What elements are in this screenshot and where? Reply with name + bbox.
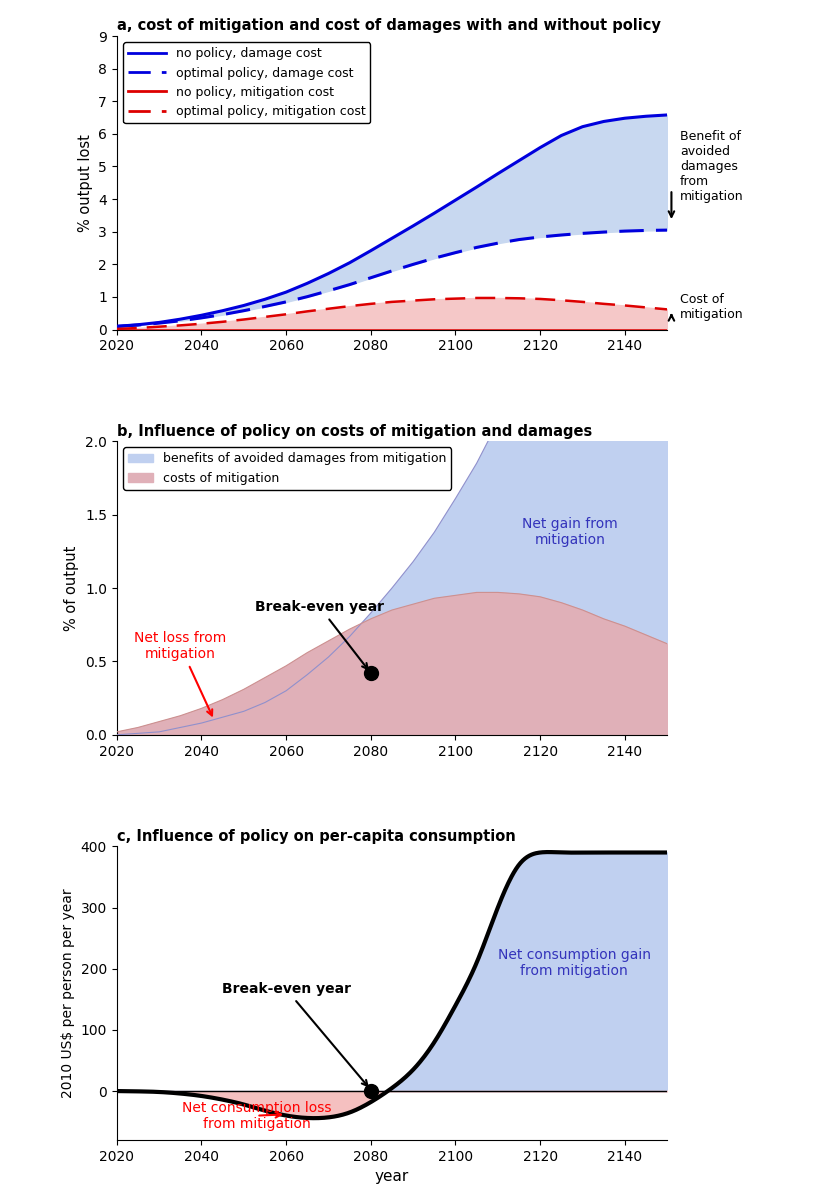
Text: Net consumption loss
from mitigation: Net consumption loss from mitigation <box>182 1100 331 1130</box>
X-axis label: year: year <box>374 1169 409 1184</box>
Text: Net loss from
mitigation: Net loss from mitigation <box>134 631 226 715</box>
Y-axis label: 2010 US$ per person per year: 2010 US$ per person per year <box>61 888 75 1098</box>
Text: Net consumption gain
from mitigation: Net consumption gain from mitigation <box>498 948 651 978</box>
Text: Break-even year: Break-even year <box>222 982 368 1086</box>
Text: Benefit of
avoided
damages
from
mitigation: Benefit of avoided damages from mitigati… <box>680 130 744 203</box>
Text: Break-even year: Break-even year <box>255 600 384 670</box>
Text: b, Influence of policy on costs of mitigation and damages: b, Influence of policy on costs of mitig… <box>117 424 592 439</box>
Text: Cost of
mitigation: Cost of mitigation <box>680 293 744 320</box>
Text: a, cost of mitigation and cost of damages with and without policy: a, cost of mitigation and cost of damage… <box>117 18 661 34</box>
Y-axis label: % output lost: % output lost <box>78 134 93 232</box>
Y-axis label: % of output: % of output <box>64 545 79 631</box>
Text: c, Influence of policy on per-capita consumption: c, Influence of policy on per-capita con… <box>117 829 515 844</box>
Legend: benefits of avoided damages from mitigation, costs of mitigation: benefits of avoided damages from mitigat… <box>123 448 451 490</box>
Legend: no policy, damage cost, optimal policy, damage cost, no policy, mitigation cost,: no policy, damage cost, optimal policy, … <box>123 42 370 122</box>
Text: Net gain from
mitigation: Net gain from mitigation <box>522 517 618 547</box>
